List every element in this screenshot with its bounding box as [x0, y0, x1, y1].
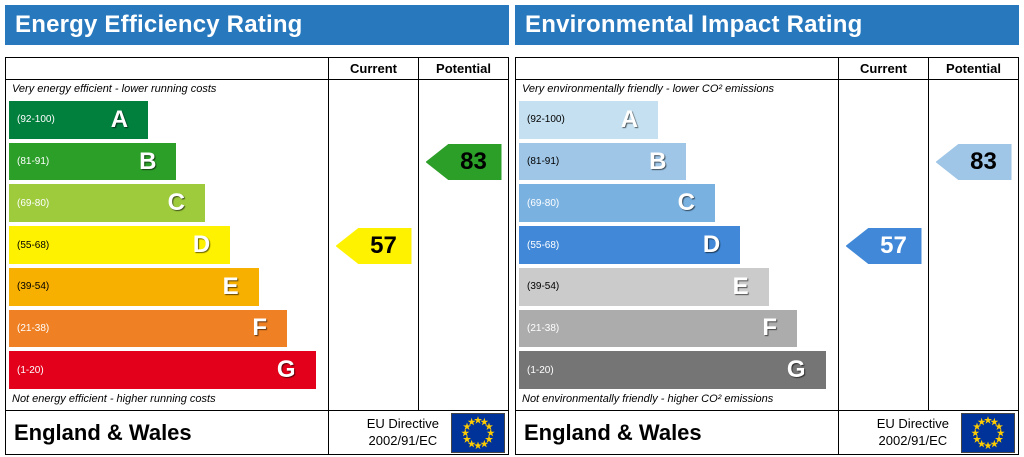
environmental-band-b: (81-91) B	[519, 142, 687, 181]
eu-directive-line1: EU Directive	[876, 415, 949, 431]
energy-band-b: (81-91) B	[9, 142, 177, 181]
environmental-band-g: (1-20) G	[519, 351, 826, 390]
energy-current-rating-arrow: 57	[335, 228, 412, 264]
energy-efficiency-panel: Energy Efficiency Rating Current Potenti…	[5, 5, 509, 455]
energy-bands-area: Very energy efficient - lower running co…	[6, 80, 328, 410]
band-range: (92-100)	[17, 114, 55, 126]
environmental-band-c: (69-80) C	[519, 184, 715, 223]
energy-directive-cell: EU Directive 2002/91/EC	[328, 410, 508, 454]
energy-header-spacer	[6, 58, 328, 80]
band-range: (39-54)	[527, 281, 560, 293]
environmental-bands: (92-100) A (81-91) B (69-80) C (55-68) D	[516, 98, 838, 392]
environmental-potential-column-header: Potential	[928, 58, 1018, 80]
eu-directive-label: EU Directive 2002/91/EC	[877, 416, 949, 450]
environmental-current-cell: 57	[838, 80, 928, 410]
environmental-current-rating-arrow: 57	[845, 228, 922, 264]
environmental-band-a: (92-100) A	[519, 101, 659, 139]
energy-band-a: (92-100) A	[9, 101, 149, 139]
band-range: (69-80)	[17, 197, 50, 209]
band-letter: C	[167, 189, 185, 217]
energy-panel-title: Energy Efficiency Rating	[5, 5, 509, 45]
band-letter: F	[252, 314, 268, 342]
band-range: (81-91)	[527, 156, 560, 168]
band-letter: C	[677, 189, 695, 217]
eu-directive-line2: 2002/91/EC	[878, 432, 948, 448]
environmental-potential-rating-arrow: 83	[935, 144, 1012, 180]
energy-band-d: (55-68) D	[9, 226, 231, 264]
environmental-panel-title: Environmental Impact Rating	[515, 5, 1019, 45]
band-range: (1-20)	[527, 364, 554, 376]
eu-directive-line1: EU Directive	[366, 415, 439, 431]
eu-directive-label: EU Directive 2002/91/EC	[367, 416, 439, 450]
environmental-rating-table: Current Potential Very environmentally f…	[515, 57, 1019, 455]
energy-band-g: (1-20) G	[9, 351, 316, 390]
band-letter: D	[702, 231, 721, 259]
environmental-region-label: England & Wales	[516, 410, 838, 454]
band-range: (1-20)	[17, 364, 44, 376]
environmental-band-e: (39-54) E	[519, 267, 769, 306]
energy-band-f: (21-38) F	[9, 309, 288, 348]
environmental-band-d: (55-68) D	[519, 226, 741, 264]
band-letter: E	[732, 272, 749, 300]
environmental-band-f: (21-38) F	[519, 309, 798, 348]
band-letter: A	[620, 105, 639, 133]
band-range: (69-80)	[527, 197, 560, 209]
energy-rating-table: Current Potential Very energy efficient …	[5, 57, 509, 455]
environmental-top-note: Very environmentally friendly - lower CO…	[522, 83, 775, 95]
band-letter: G	[786, 356, 806, 384]
band-letter: B	[649, 147, 667, 175]
energy-band-c: (69-80) C	[9, 184, 205, 223]
band-letter: A	[110, 105, 129, 133]
band-letter: D	[192, 231, 211, 259]
energy-band-e: (39-54) E	[9, 267, 259, 306]
environmental-bottom-note: Not environmentally friendly - higher CO…	[522, 393, 774, 405]
band-letter: B	[139, 147, 157, 175]
energy-region-label: England & Wales	[6, 410, 328, 454]
band-letter: E	[222, 272, 239, 300]
band-range: (92-100)	[527, 114, 565, 126]
energy-current-cell: 57	[328, 80, 418, 410]
environmental-potential-cell: 83	[928, 80, 1018, 410]
band-letter: F	[762, 314, 778, 342]
band-range: (81-91)	[17, 156, 50, 168]
environmental-bands-area: Very environmentally friendly - lower CO…	[516, 80, 838, 410]
energy-bands: (92-100) A (81-91) B (69-80) C (55-68) D	[6, 98, 328, 392]
environmental-directive-cell: EU Directive 2002/91/EC	[838, 410, 1018, 454]
band-range: (55-68)	[17, 239, 50, 251]
eu-directive-line2: 2002/91/EC	[368, 432, 438, 448]
band-range: (39-54)	[17, 281, 50, 293]
eu-flag-icon	[451, 412, 505, 453]
band-range: (21-38)	[527, 322, 560, 334]
eu-flag-icon	[961, 412, 1015, 453]
environmental-current-column-header: Current	[838, 58, 928, 80]
energy-potential-column-header: Potential	[418, 58, 508, 80]
energy-current-column-header: Current	[328, 58, 418, 80]
band-letter: G	[276, 356, 296, 384]
energy-top-note: Very energy efficient - lower running co…	[12, 83, 217, 95]
energy-potential-cell: 83	[418, 80, 508, 410]
environmental-impact-panel: Environmental Impact Rating Current Pote…	[515, 5, 1019, 455]
environmental-header-spacer	[516, 58, 838, 80]
energy-bottom-note: Not energy efficient - higher running co…	[12, 393, 216, 405]
energy-potential-rating-arrow: 83	[425, 144, 502, 180]
band-range: (21-38)	[17, 322, 50, 334]
band-range: (55-68)	[527, 239, 560, 251]
